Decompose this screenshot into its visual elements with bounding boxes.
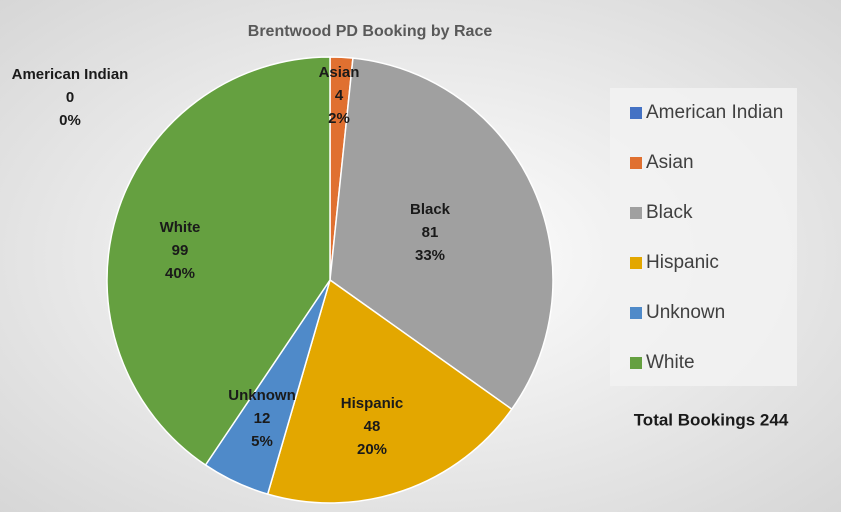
data-label-percent: 33% <box>415 247 445 264</box>
data-label-name: Unknown <box>228 387 296 404</box>
legend-swatch <box>630 357 642 369</box>
data-label-name: Black <box>410 201 451 218</box>
legend-label: Unknown <box>646 302 725 323</box>
chart-title: Brentwood PD Booking by Race <box>248 23 493 40</box>
pie-slice <box>329 57 554 411</box>
data-label-value: 81 <box>422 224 439 241</box>
legend-label: American Indian <box>646 102 783 123</box>
data-label-name: White <box>160 219 201 236</box>
legend-label: Black <box>646 202 693 223</box>
data-label-percent: 20% <box>357 441 387 458</box>
data-label-name: American Indian <box>12 66 129 83</box>
pie-slice <box>106 56 331 467</box>
data-label-percent: 0% <box>59 112 81 129</box>
data-label-name: Asian <box>319 64 360 81</box>
legend-label: Hispanic <box>646 252 719 273</box>
data-label-value: 0 <box>66 89 74 106</box>
data-label-percent: 2% <box>328 110 350 127</box>
legend-swatch <box>630 257 642 269</box>
data-label-name: Hispanic <box>341 395 404 412</box>
pie-slice <box>266 278 513 504</box>
legend-swatch <box>630 157 642 169</box>
legend-box <box>610 88 797 386</box>
data-label-value: 4 <box>335 87 344 104</box>
legend-label: Asian <box>646 152 694 173</box>
data-label-value: 48 <box>364 418 381 435</box>
data-label-value: 12 <box>254 410 271 427</box>
legend-swatch <box>630 307 642 319</box>
data-label-percent: 40% <box>165 265 195 282</box>
data-label-value: 99 <box>172 242 189 259</box>
annotation: Total Bookings 244 <box>634 410 789 429</box>
legend-swatch <box>630 207 642 219</box>
data-label-percent: 5% <box>251 433 273 450</box>
legend-swatch <box>630 107 642 119</box>
legend-label: White <box>646 352 695 373</box>
